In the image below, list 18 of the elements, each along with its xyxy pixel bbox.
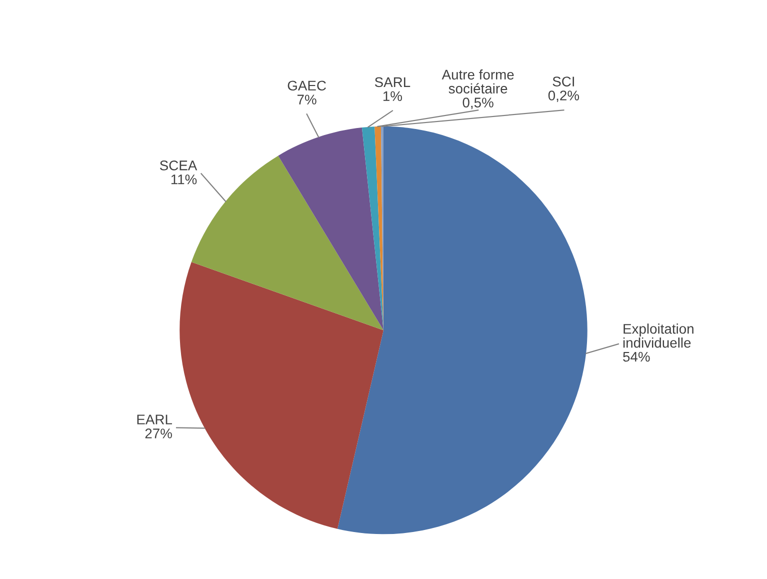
data-label: 54% (623, 352, 650, 362)
slice-label: EARL (137, 414, 172, 424)
pie-slice (362, 126, 384, 330)
data-label: 0,5% (462, 98, 494, 110)
pie-slice (180, 262, 384, 529)
data-label: 1% (383, 91, 402, 101)
data-label: 7% (297, 94, 316, 104)
slice-label: Autre forme sociétaire (442, 69, 514, 94)
data-label: 0,2% (548, 90, 580, 102)
slice-label: SCI (552, 76, 574, 86)
slice-label: Exploitation individuelle (623, 324, 694, 348)
slice-label: SARL (374, 77, 410, 88)
data-label: 27% (145, 428, 172, 438)
data-label: 11% (171, 174, 197, 184)
slice-label: SCEA (160, 160, 198, 170)
slice-label: GAEC (288, 80, 326, 91)
pie-slice (278, 128, 384, 330)
pie-slice (337, 126, 588, 534)
